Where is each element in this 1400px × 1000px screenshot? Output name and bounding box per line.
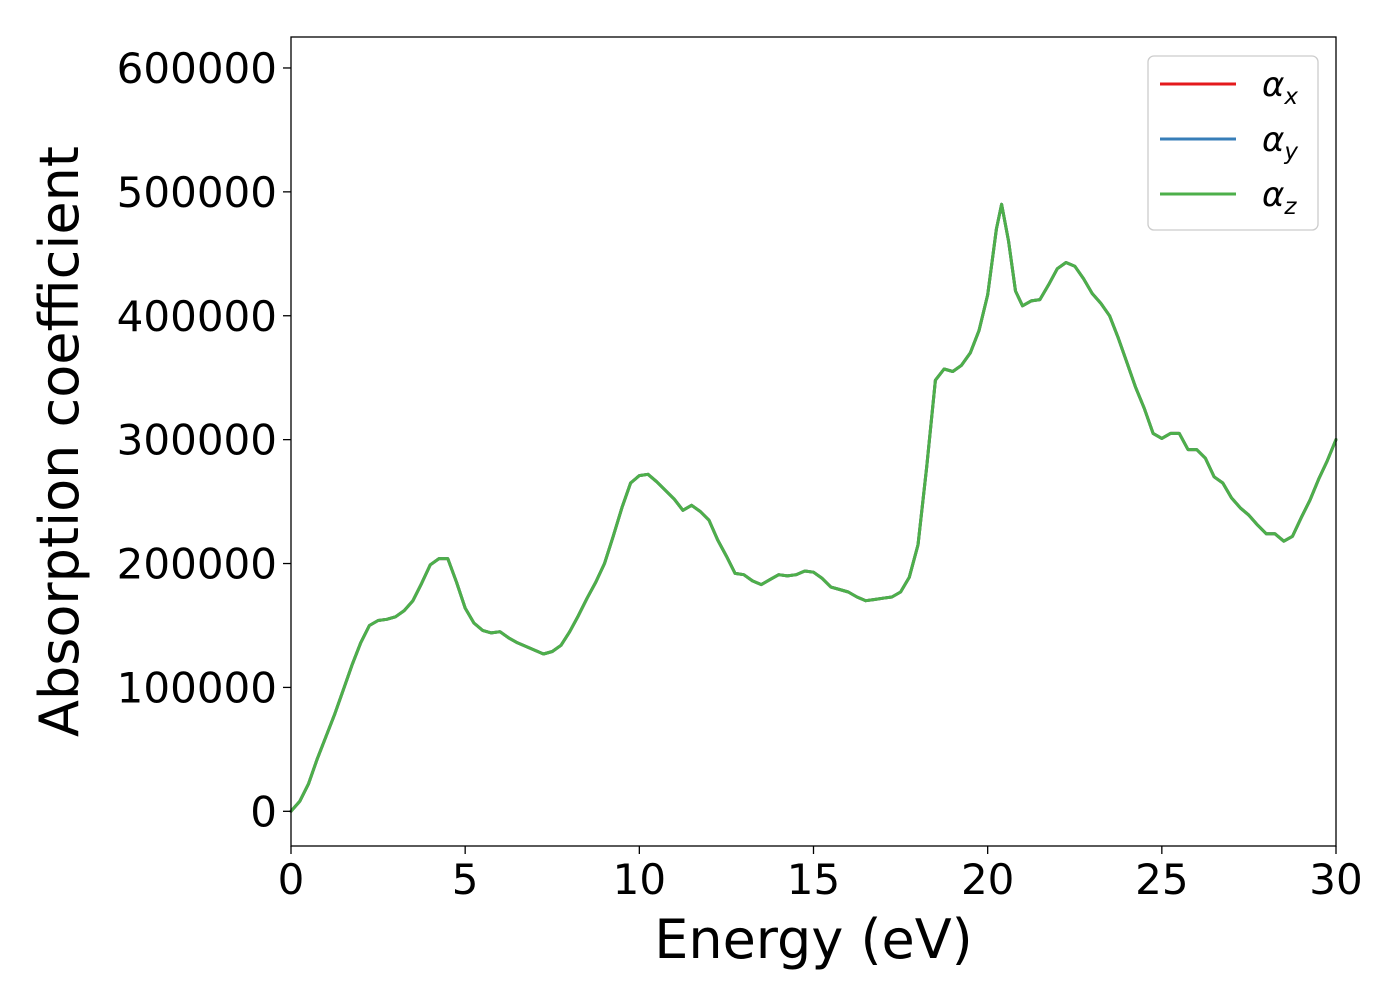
legend-subscript-0: x: [1283, 84, 1298, 110]
y-tick-label-3: 300000: [117, 416, 277, 465]
x-tick-label-4: 20: [961, 855, 1014, 904]
legend-subscript-2: z: [1283, 194, 1297, 220]
y-tick-label-5: 500000: [117, 168, 277, 217]
x-tick-label-5: 25: [1135, 855, 1188, 904]
series-layer: [289, 202, 1338, 813]
x-axis-label: Energy (eV): [654, 908, 973, 971]
legend-entry-2: αz: [1262, 175, 1297, 220]
y-tick-label-4: 400000: [117, 292, 277, 341]
legend-symbol-0: α: [1262, 65, 1284, 105]
legend-entry-1: αy: [1262, 120, 1298, 165]
x-tick-label-6: 30: [1309, 855, 1362, 904]
legend-symbol-2: α: [1262, 175, 1284, 215]
x-tick-label-3: 15: [787, 855, 840, 904]
x-axis-ticks: 0 5 10 15 20 25 30: [278, 846, 1363, 904]
series-line-1: [289, 202, 1338, 813]
x-tick-label-0: 0: [278, 855, 305, 904]
y-tick-label-0: 0: [250, 787, 277, 836]
y-tick-label-6: 600000: [117, 44, 277, 93]
series-line-0: [289, 202, 1338, 813]
legend-symbol-1: α: [1262, 120, 1284, 160]
legend-box: [1147, 55, 1319, 231]
y-tick-label-2: 200000: [117, 540, 277, 589]
legend-subscript-1: y: [1283, 139, 1298, 165]
y-tick-label-1: 100000: [117, 663, 277, 712]
y-axis-ticks: 0 100000 200000 300000 400000 500000 600000: [117, 44, 291, 836]
series-line-2: [289, 202, 1338, 813]
y-axis-label: Absorption coefficient: [28, 146, 91, 737]
x-tick-label-2: 10: [613, 855, 666, 904]
x-tick-label-1: 5: [452, 855, 479, 904]
legend-entry-0: αx: [1262, 65, 1298, 110]
